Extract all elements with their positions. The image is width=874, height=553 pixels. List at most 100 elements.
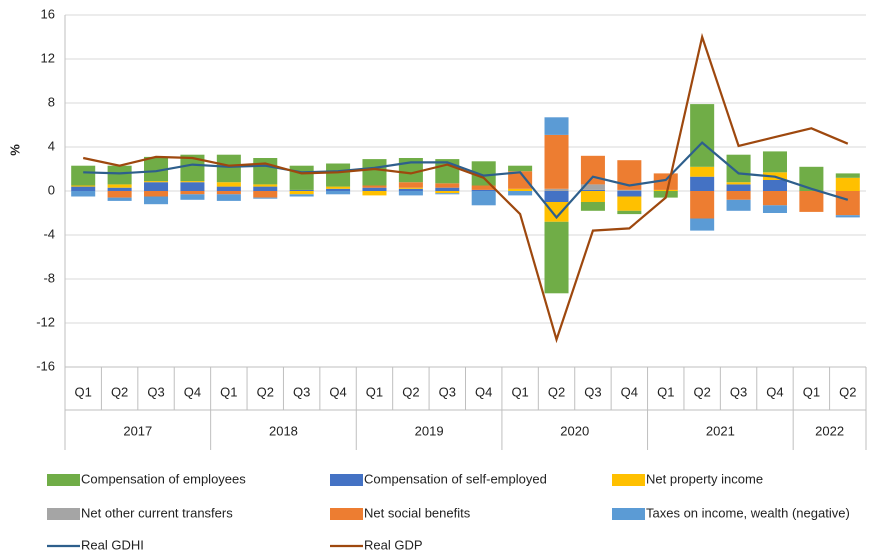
bar-segment: [216, 154, 241, 183]
bar-segment: [107, 197, 132, 201]
bar-segment: [398, 188, 423, 191]
bar-segment: [180, 182, 205, 191]
year-label: 2022: [815, 423, 844, 438]
x-tick-label: Q4: [621, 384, 638, 399]
x-tick-label: Q3: [439, 384, 456, 399]
x-tick-label: Q2: [402, 384, 419, 399]
bar-segment: [617, 191, 642, 197]
x-tick-label: Q3: [584, 384, 601, 399]
x-tick-label: Q1: [657, 384, 674, 399]
bar-segment: [471, 185, 496, 190]
legend-swatch: [330, 508, 363, 520]
bar-segment: [253, 184, 278, 187]
bar-segment: [580, 155, 605, 185]
bar-segment: [326, 186, 351, 189]
bar-segment: [690, 191, 715, 219]
bar-segment: [508, 165, 533, 172]
legend-swatch: [47, 508, 80, 520]
bar-segment: [435, 183, 460, 188]
bar-segment: [107, 187, 132, 191]
bar-segment: [216, 191, 241, 195]
x-tick-label: Q1: [366, 384, 383, 399]
bar-segment: [544, 191, 569, 202]
bar-segment: [799, 191, 824, 212]
legend-label: Real GDP: [364, 537, 423, 552]
y-tick-label: 16: [41, 6, 55, 21]
bar-segment: [617, 189, 642, 191]
y-tick-label: 4: [48, 138, 55, 153]
bar-segment: [144, 196, 169, 205]
year-label: 2017: [123, 423, 152, 438]
y-tick-label: -8: [43, 270, 55, 285]
bar-segment: [71, 185, 96, 187]
bar-segment: [653, 173, 678, 190]
x-tick-label: Q1: [511, 384, 528, 399]
legend-swatch: [612, 474, 645, 486]
bar-segment: [690, 176, 715, 191]
legend-label: Taxes on income, wealth (negative): [646, 505, 850, 520]
bar-segment: [253, 158, 278, 185]
y-tick-label: 0: [48, 182, 55, 197]
legend-label: Net property income: [646, 471, 763, 486]
bar-segment: [398, 182, 423, 188]
year-label: 2021: [706, 423, 735, 438]
x-tick-label: Q4: [329, 384, 346, 399]
bar-segment: [580, 191, 605, 202]
legend-label: Compensation of employees: [81, 471, 246, 486]
bar-segment: [653, 189, 678, 191]
bar-segment: [544, 134, 569, 189]
y-tick-label: 8: [48, 94, 55, 109]
x-tick-label: Q2: [257, 384, 274, 399]
bar-segment: [580, 184, 605, 190]
bar-segment: [690, 218, 715, 231]
bar-segment: [289, 165, 314, 190]
x-tick-label: Q1: [803, 384, 820, 399]
bar-segment: [362, 191, 387, 196]
bar-segment: [508, 191, 533, 196]
bar-segment: [544, 188, 569, 191]
bar-segment: [253, 186, 278, 191]
legend-label: Net social benefits: [364, 505, 471, 520]
bar-segment: [253, 191, 278, 198]
bar-segment: [762, 151, 787, 173]
bar-segment: [362, 185, 387, 188]
y-tick-label: -4: [43, 226, 55, 241]
legend-label: Net other current transfers: [81, 505, 233, 520]
bar-segment: [508, 188, 533, 191]
bar-segment: [144, 181, 169, 183]
y-tick-label: -16: [36, 358, 55, 373]
x-tick-label: Q3: [730, 384, 747, 399]
y-tick-label: -12: [36, 314, 55, 329]
bar-segment: [762, 191, 787, 206]
bar-segment: [617, 210, 642, 215]
bar-segment: [216, 182, 241, 187]
line-series: [83, 141, 849, 220]
bar-segment: [726, 184, 751, 191]
bar-segment: [762, 205, 787, 213]
legend-swatch: [47, 474, 80, 486]
x-tick-label: Q4: [766, 384, 783, 399]
bar-segment: [544, 202, 569, 222]
line-series: [82, 32, 849, 344]
bar-segment: [398, 191, 423, 196]
bar-segment: [544, 117, 569, 135]
bar-segment: [617, 196, 642, 211]
bar-segment: [508, 171, 533, 189]
bar-segment: [580, 189, 605, 191]
year-label: 2020: [560, 423, 589, 438]
bar-segment: [835, 173, 860, 178]
bar-segment: [216, 186, 241, 191]
y-tick-label: 12: [41, 50, 55, 65]
bar-segment: [835, 215, 860, 218]
bar-segment: [435, 187, 460, 191]
bar-segment: [326, 188, 351, 191]
x-tick-label: Q1: [75, 384, 92, 399]
bar-segment: [362, 159, 387, 186]
x-tick-label: Q2: [548, 384, 565, 399]
x-tick-label: Q4: [475, 384, 492, 399]
bar-segment: [690, 166, 715, 177]
bar-segment: [289, 189, 314, 191]
bar-segment: [107, 165, 132, 185]
bar-segment: [726, 199, 751, 211]
x-tick-label: Q3: [147, 384, 164, 399]
